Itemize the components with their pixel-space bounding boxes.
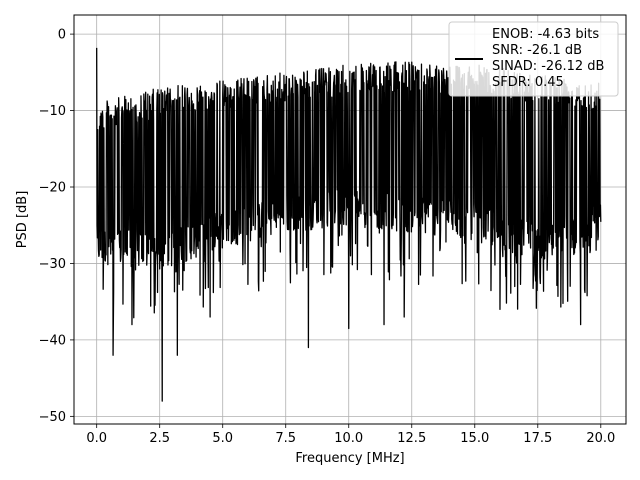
x-tick-label: 2.5	[149, 431, 170, 446]
x-tick-label: 15.0	[460, 431, 489, 446]
y-tick-label: −10	[39, 104, 66, 119]
x-tick-label: 0.0	[86, 431, 107, 446]
y-tick-label: −20	[39, 181, 66, 196]
legend-entry-line: SNR: -26.1 dB	[492, 43, 582, 58]
y-axis-label: PSD [dB]	[15, 191, 30, 249]
y-axis-ticks: 0 −10 −20 −30 −40 −50	[39, 28, 74, 425]
legend-box	[448, 21, 619, 97]
y-tick-label: 0	[58, 28, 66, 43]
plot-area	[96, 47, 602, 402]
y-tick-label: −40	[39, 333, 66, 348]
x-axis-ticks: 0.0 2.5 5.0 7.5 10.0 12.5 15.0 17.5 20.0	[86, 424, 615, 446]
legend-entry-line: ENOB: -4.63 bits	[492, 27, 599, 42]
legend-entry-line: SFDR: 0.45	[492, 75, 564, 90]
x-tick-label: 12.5	[397, 431, 426, 446]
x-tick-label: 10.0	[334, 431, 363, 446]
y-tick-label: −30	[39, 257, 66, 272]
plot-frame	[73, 14, 627, 425]
x-tick-label: 7.5	[275, 431, 296, 446]
x-tick-label: 17.5	[523, 431, 552, 446]
x-tick-label: 20.0	[586, 431, 615, 446]
x-axis-label: Frequency [MHz]	[295, 451, 404, 466]
legend-entry-line: SINAD: -26.12 dB	[492, 59, 604, 74]
y-tick-label: −50	[39, 410, 66, 425]
psd-series-line	[96, 47, 602, 402]
x-tick-label: 5.0	[212, 431, 233, 446]
